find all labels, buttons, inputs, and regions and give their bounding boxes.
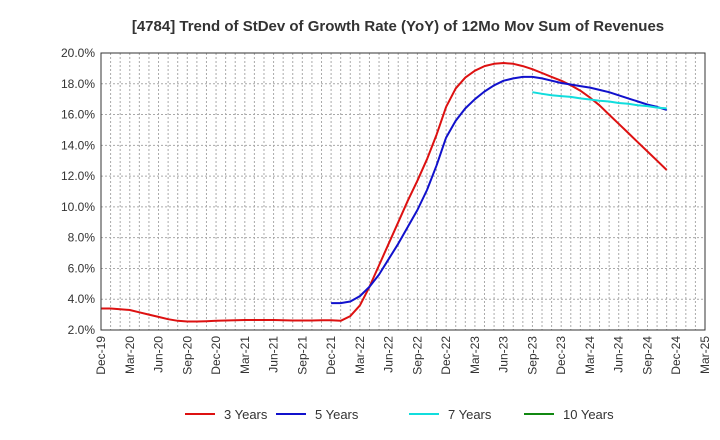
- y-tick-label: 12.0%: [61, 169, 95, 183]
- legend-label: 5 Years: [315, 407, 359, 422]
- y-axis: 2.0% 4.0% 6.0% 8.0% 10.0% 12.0% 14.0% 16.0% 18.0…: [61, 46, 95, 337]
- legend-label: 10 Years: [563, 407, 614, 422]
- legend-item: 5 Years: [276, 407, 359, 422]
- series-line-3-years: [101, 62, 668, 323]
- series-lines: [101, 62, 668, 323]
- legend-item: 10 Years: [524, 407, 614, 422]
- x-tick-label: Mar-20: [123, 336, 137, 374]
- x-tick-label: Jun-23: [497, 336, 511, 373]
- x-tick-label: Dec-23: [554, 336, 568, 375]
- x-tick-label: Jun-20: [152, 336, 166, 373]
- x-tick-label: Jun-21: [267, 336, 281, 373]
- x-tick-label: Jun-24: [612, 336, 626, 373]
- y-tick-label: 6.0%: [68, 261, 96, 275]
- legend-item: 7 Years: [409, 407, 492, 422]
- y-tick-label: 14.0%: [61, 138, 95, 152]
- y-tick-label: 4.0%: [68, 292, 96, 306]
- x-tick-label: Mar-24: [583, 336, 597, 374]
- plot-area: [101, 53, 705, 330]
- x-tick-label: Sep-21: [295, 336, 309, 375]
- x-tick-label: Dec-21: [324, 336, 338, 375]
- x-tick-label: Mar-23: [468, 336, 482, 374]
- y-tick-label: 20.0%: [61, 46, 95, 60]
- x-tick-label: Mar-25: [698, 336, 712, 374]
- series-line-7-years: [532, 91, 667, 110]
- x-tick-label: Sep-20: [180, 336, 194, 375]
- y-tick-label: 8.0%: [68, 231, 96, 245]
- x-tick-label: Jun-22: [382, 336, 396, 373]
- x-tick-label: Mar-21: [238, 336, 252, 374]
- x-tick-label: Dec-20: [209, 336, 223, 375]
- x-tick-label: Sep-22: [410, 336, 424, 375]
- x-tick-label: Dec-19: [94, 336, 108, 375]
- x-axis: Dec-19 Mar-20 Jun-20 Sep-20 Dec-20 Mar-21 Jun-…: [94, 336, 712, 375]
- legend-label: 7 Years: [448, 407, 492, 422]
- y-tick-label: 16.0%: [61, 108, 95, 122]
- y-tick-label: 10.0%: [61, 200, 95, 214]
- plot-border: [100, 52, 706, 331]
- x-tick-label: Dec-24: [669, 336, 683, 375]
- legend: 3 Years 5 Years 7 Years 10 Years: [185, 407, 614, 422]
- x-tick-label: Sep-23: [525, 336, 539, 375]
- legend-item: 3 Years: [185, 407, 268, 422]
- chart-title: [4784] Trend of StDev of Growth Rate (Yo…: [132, 18, 664, 35]
- series-line-5-years: [331, 75, 667, 305]
- x-tick-label: Dec-22: [439, 336, 453, 375]
- legend-label: 3 Years: [224, 407, 268, 422]
- y-tick-label: 18.0%: [61, 77, 95, 91]
- y-tick-label: 2.0%: [68, 323, 96, 337]
- x-tick-label: Mar-22: [353, 336, 367, 374]
- x-tick-label: Sep-24: [640, 336, 654, 375]
